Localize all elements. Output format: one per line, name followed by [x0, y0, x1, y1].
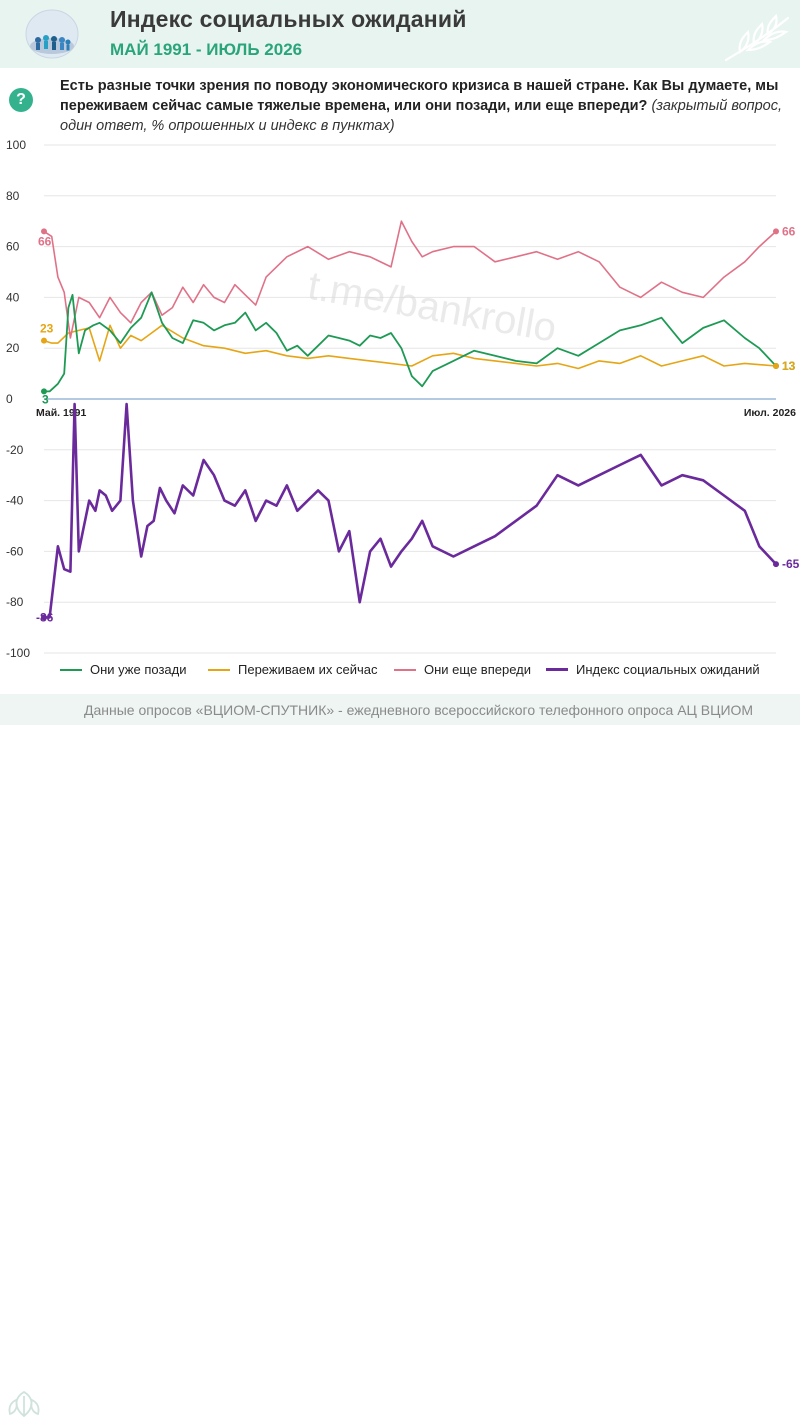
survey-question: Есть разные точки зрения по поводу эконо…	[60, 76, 790, 136]
start-value-label-index: -86	[36, 610, 54, 624]
legend-swatch-ahead	[394, 669, 416, 671]
start-value-label-now: 23	[40, 322, 54, 336]
leaf-footer-icon	[8, 1390, 40, 1418]
watermark-text: t.me/bankrollo	[305, 264, 560, 351]
y-tick-label: 40	[6, 290, 20, 304]
question-text: Есть разные точки зрения по поводу эконо…	[60, 78, 779, 114]
y-tick-label: 100	[6, 138, 26, 152]
start-marker-now	[41, 337, 47, 344]
footer-bar: Данные опросов «ВЦИОМ-СПУТНИК» - ежеднев…	[0, 694, 800, 1418]
start-marker-behind	[41, 388, 47, 395]
end-value-label-behind: 13	[782, 359, 796, 373]
end-value-label-now: 13	[782, 359, 796, 373]
legend-label-index: Индекс социальных ожиданий	[576, 662, 760, 677]
header-bar: Индекс социальных ожиданий МАЙ 1991 - ИЮ…	[0, 0, 800, 68]
y-tick-label: 80	[6, 189, 20, 203]
y-tick-label: 0	[6, 392, 13, 406]
x-end-label: Июл. 2026	[744, 407, 796, 419]
start-marker-index	[41, 614, 47, 621]
period-subtitle: МАЙ 1991 - ИЮЛЬ 2026	[110, 40, 303, 59]
legend-swatch-index	[546, 668, 568, 671]
legend-label-ahead: Они еще впереди	[424, 662, 531, 677]
page-title: Индекс социальных ожиданий	[110, 6, 467, 32]
legend-swatch-behind	[60, 669, 82, 671]
y-tick-label: -40	[6, 494, 24, 508]
end-marker-ahead	[773, 228, 779, 235]
start-value-label-behind: 3	[42, 392, 49, 406]
y-tick-label: -80	[6, 595, 24, 609]
series-line-now	[43, 324, 777, 370]
y-tick-label: 20	[6, 341, 20, 355]
logo-globe-people-icon	[25, 9, 79, 59]
question-note: (закрытый вопрос, один ответ, % опрошенн…	[60, 98, 783, 134]
y-tick-label: -100	[6, 646, 30, 660]
legend-label-behind: Они уже позади	[90, 662, 187, 677]
legend-label-now: Переживаем их сейчас	[238, 662, 378, 677]
end-marker-now	[773, 362, 779, 369]
line-chart: 100 80 60 40 20 0 -20 -40 -60 -80 -100 Май. 1991 Июл…	[6, 138, 800, 660]
start-marker-ahead	[41, 228, 47, 235]
y-tick-label: -20	[6, 443, 24, 457]
chart-legend: Они уже позади Переживаем их сейчас Они …	[60, 661, 800, 681]
series-line-index	[42, 402, 778, 619]
leaf-ornament-icon	[724, 13, 790, 62]
question-icon: ?	[9, 88, 33, 112]
end-marker-index	[773, 561, 779, 568]
x-start-label: Май. 1991	[36, 407, 87, 419]
series-line-ahead	[43, 220, 777, 339]
end-value-label-index: -65	[782, 557, 800, 571]
y-tick-label: -60	[6, 544, 24, 558]
start-value-label-ahead: 66	[38, 234, 52, 248]
footer-source: Данные опросов «ВЦИОМ-СПУТНИК» - ежеднев…	[84, 702, 754, 718]
legend-swatch-now	[208, 669, 230, 671]
end-value-label-ahead: 66	[782, 224, 796, 238]
series-line-behind	[43, 291, 777, 393]
y-tick-label: 60	[6, 240, 20, 254]
